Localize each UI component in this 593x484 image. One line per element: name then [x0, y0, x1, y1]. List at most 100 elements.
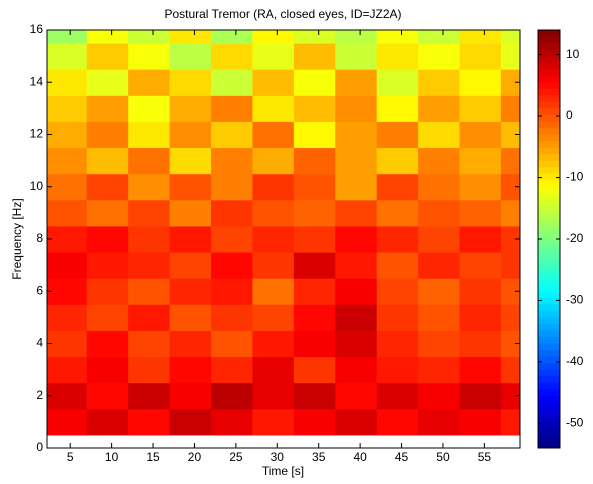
- heatmap-cell: [293, 252, 336, 279]
- heatmap-cell: [459, 147, 502, 175]
- y-tick-label: 4: [36, 336, 43, 350]
- colorbar-segment: [538, 36, 560, 44]
- x-tick-label: 35: [312, 450, 326, 464]
- heatmap-cell: [293, 408, 336, 436]
- heatmap-cell: [86, 330, 129, 358]
- heatmap-cell: [47, 278, 88, 305]
- heatmap-cell: [252, 30, 295, 44]
- colorbar-segment: [538, 49, 560, 57]
- heatmap-cell: [252, 408, 295, 436]
- heatmap-cell: [418, 278, 461, 305]
- heatmap-cell: [500, 382, 520, 410]
- colorbar-segment: [538, 30, 560, 38]
- heatmap-cell: [47, 173, 88, 201]
- heatmap-cell: [252, 121, 295, 149]
- heatmap-cell: [252, 199, 295, 227]
- heatmap-cell: [376, 147, 419, 175]
- heatmap-cell: [252, 69, 295, 96]
- heatmap-cell: [376, 330, 419, 358]
- heatmap-cell: [376, 121, 419, 149]
- colorbar-segment: [538, 167, 560, 175]
- heatmap-cell: [459, 408, 502, 436]
- y-tick-label: 12: [30, 127, 44, 141]
- heatmap-cell: [335, 30, 378, 44]
- heatmap-cell: [376, 356, 419, 384]
- colorbar-segment: [538, 225, 560, 233]
- colorbar-segment: [538, 363, 560, 371]
- heatmap-cell: [252, 252, 295, 279]
- x-tick-label: 25: [229, 450, 243, 464]
- colorbar-tick-label: 10: [566, 47, 580, 61]
- heatmap-cell: [376, 43, 419, 70]
- heatmap-cell: [459, 304, 502, 331]
- heatmap-cell: [86, 30, 129, 44]
- colorbar-segment: [538, 160, 560, 168]
- heatmap-cell: [252, 173, 295, 201]
- heatmap-cell: [169, 330, 212, 358]
- heatmap-cell: [335, 43, 378, 70]
- heatmap-cell: [459, 121, 502, 149]
- colorbar-segment: [538, 441, 560, 449]
- colorbar-segment: [538, 297, 560, 305]
- heatmap-cell: [128, 225, 171, 253]
- heatmap-cell: [169, 95, 212, 122]
- heatmap-cell: [86, 121, 129, 149]
- colorbar-segment: [538, 343, 560, 351]
- heatmap-cell: [252, 330, 295, 358]
- heatmap-cell: [86, 43, 129, 70]
- heatmap-cell: [86, 356, 129, 384]
- colorbar-segment: [538, 154, 560, 162]
- x-tick-label: 30: [271, 450, 285, 464]
- colorbar-segment: [538, 108, 560, 116]
- heatmap-cell: [211, 356, 253, 384]
- y-tick-label: 10: [30, 179, 44, 193]
- heatmap-cell: [252, 278, 295, 305]
- colorbar-segment: [538, 141, 560, 149]
- heatmap-cell: [500, 95, 520, 122]
- heatmap-cell: [459, 356, 502, 384]
- heatmap-cell: [335, 95, 378, 122]
- heatmap-cell: [459, 252, 502, 279]
- colorbar-segment: [538, 173, 560, 181]
- heatmap-cell: [500, 69, 520, 96]
- heatmap-cell: [293, 304, 336, 331]
- heatmap-cell: [293, 278, 336, 305]
- heatmap-cell: [335, 173, 378, 201]
- heatmap-cell: [169, 304, 212, 331]
- heatmap-cell: [500, 278, 520, 305]
- heatmap-cell: [86, 69, 129, 96]
- heatmap-cell: [86, 199, 129, 227]
- heatmap-cell: [47, 252, 88, 279]
- heatmap-cell: [169, 43, 212, 70]
- colorbar-segment: [538, 82, 560, 90]
- heatmap-cell: [293, 30, 336, 44]
- chart-title: Postural Tremor (RA, closed eyes, ID=JZ2…: [164, 7, 401, 21]
- colorbar-segment: [538, 114, 560, 122]
- heatmap-cell: [211, 95, 253, 122]
- heatmap-cell: [47, 408, 88, 436]
- heatmap-cell: [459, 330, 502, 358]
- heatmap-cell: [211, 252, 253, 279]
- colorbar-segment: [538, 402, 560, 410]
- x-tick-label: 55: [478, 450, 492, 464]
- heatmap-cell: [376, 30, 419, 44]
- colorbar-segment: [538, 304, 560, 312]
- heatmap-cell: [376, 278, 419, 305]
- heatmap-cell: [335, 225, 378, 253]
- x-tick-label: 45: [395, 450, 409, 464]
- heatmap-cell: [47, 95, 88, 122]
- heatmap-cell: [128, 95, 171, 122]
- heatmap-cell: [169, 225, 212, 253]
- colorbar-segment: [538, 258, 560, 266]
- colorbar-segment: [538, 434, 560, 442]
- heatmap-cell: [418, 173, 461, 201]
- x-axis-label: Time [s]: [262, 464, 304, 478]
- colorbar-segment: [538, 395, 560, 403]
- colorbar-segment: [538, 121, 560, 129]
- colorbar-segment: [538, 421, 560, 429]
- heatmap-cell: [459, 43, 502, 70]
- heatmap-cell: [459, 382, 502, 410]
- colorbar-segment: [538, 278, 560, 286]
- heatmap-cell: [169, 30, 212, 44]
- colorbar-segment: [538, 317, 560, 325]
